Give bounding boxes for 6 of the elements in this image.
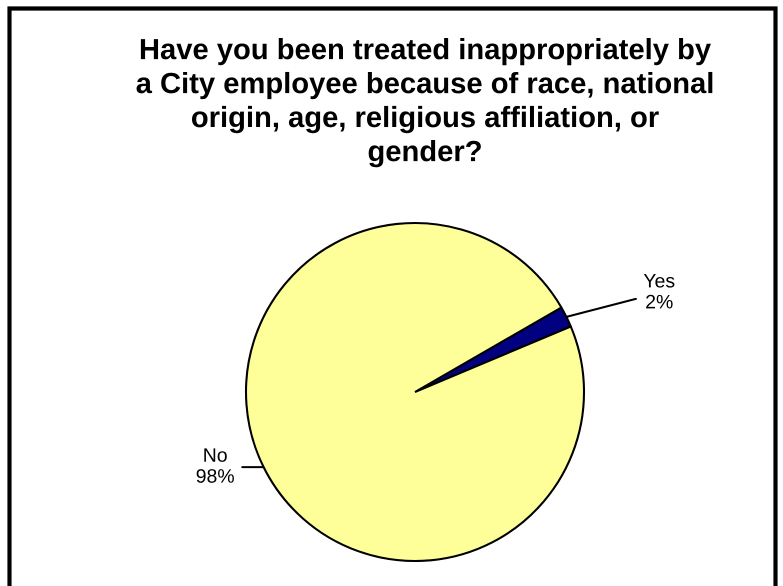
slice-label: Yes: [644, 274, 674, 288]
data-label: 2%: [646, 294, 673, 308]
slice-label: No: [204, 448, 227, 462]
data-label: 98%: [196, 469, 234, 483]
pie-slice: [244, 222, 586, 562]
chart-title: Have you been treated inappropriately by a City employee because of race, national origin, age, religious affiliation, or gender?: [136, 38, 712, 168]
